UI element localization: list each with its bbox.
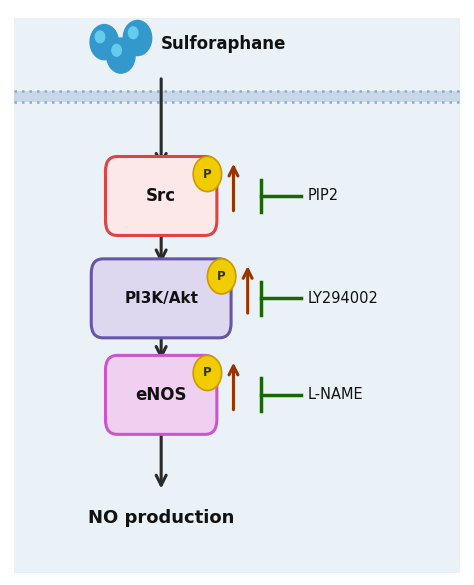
FancyBboxPatch shape — [106, 355, 217, 434]
Circle shape — [193, 355, 222, 391]
Circle shape — [128, 27, 138, 39]
Text: P: P — [203, 366, 212, 380]
Text: NO production: NO production — [88, 509, 234, 526]
FancyBboxPatch shape — [106, 156, 217, 235]
Text: Sulforaphane: Sulforaphane — [161, 35, 287, 53]
Text: PIP2: PIP2 — [308, 188, 339, 204]
Circle shape — [123, 20, 152, 56]
FancyBboxPatch shape — [14, 91, 460, 102]
Text: P: P — [203, 167, 212, 181]
Text: L-NAME: L-NAME — [308, 387, 364, 402]
Text: PI3K/Akt: PI3K/Akt — [124, 291, 198, 306]
Circle shape — [207, 259, 236, 294]
FancyBboxPatch shape — [91, 259, 231, 338]
Circle shape — [90, 25, 118, 60]
FancyBboxPatch shape — [14, 18, 460, 573]
Text: Src: Src — [146, 187, 176, 205]
Circle shape — [112, 44, 121, 56]
Circle shape — [193, 156, 222, 192]
Text: P: P — [217, 270, 226, 283]
Circle shape — [95, 31, 105, 43]
Text: eNOS: eNOS — [136, 386, 187, 404]
Circle shape — [107, 38, 135, 73]
Text: LY294002: LY294002 — [308, 291, 379, 306]
